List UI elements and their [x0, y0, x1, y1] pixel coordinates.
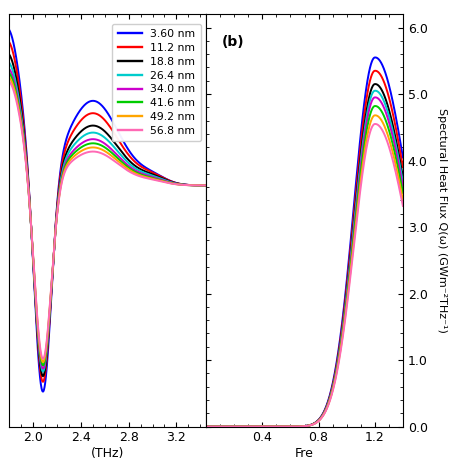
X-axis label: (THz): (THz) — [91, 447, 125, 460]
Legend: 3.60 nm, 11.2 nm, 18.8 nm, 26.4 nm, 34.0 nm, 41.6 nm, 49.2 nm, 56.8 nm: 3.60 nm, 11.2 nm, 18.8 nm, 26.4 nm, 34.0… — [112, 24, 201, 141]
Text: (b): (b) — [222, 35, 245, 49]
X-axis label: Fre: Fre — [295, 447, 314, 460]
Y-axis label: Spectural Heat Flux Q(ω) (GWm⁻²THz⁻¹): Spectural Heat Flux Q(ω) (GWm⁻²THz⁻¹) — [437, 108, 447, 333]
